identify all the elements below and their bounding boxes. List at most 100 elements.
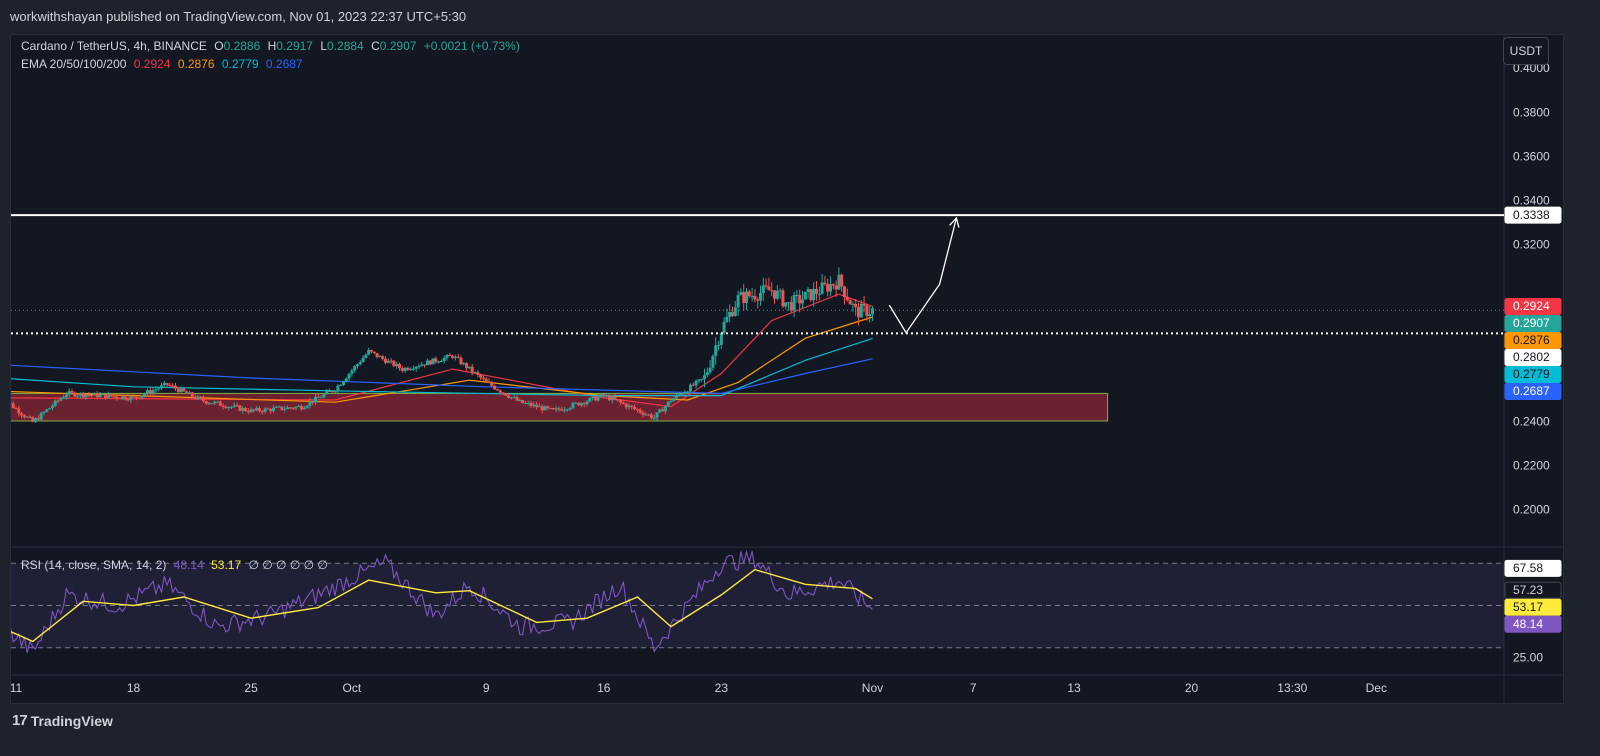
candle-body [837, 274, 841, 290]
close-label: C [371, 39, 380, 53]
candle-body [602, 394, 606, 396]
candle-body [521, 400, 525, 404]
candle-body [658, 409, 662, 413]
candle-body [193, 396, 197, 399]
candle-body [434, 358, 438, 362]
candle-body [384, 358, 387, 363]
candle-body [764, 285, 768, 287]
tradingview-logo[interactable]: 17 TradingView [12, 712, 113, 729]
rsi-badge: 57.23 [1513, 583, 1543, 597]
candle-body [174, 385, 177, 389]
candle-body [165, 383, 169, 385]
candle-body [314, 396, 317, 403]
price-badge: 0.3338 [1513, 208, 1550, 222]
candle-body [207, 403, 211, 405]
candle-body [862, 304, 866, 306]
rsi-legend[interactable]: RSI (14, close, SMA, 14, 2) 48.14 53.17 … [21, 558, 332, 572]
candle-body [274, 406, 278, 408]
candle-body [725, 316, 729, 322]
candle-body [456, 356, 460, 358]
price-badge: 0.2924 [1513, 299, 1550, 313]
candle-body [703, 375, 706, 379]
candle-body [535, 404, 539, 408]
candle-body [840, 274, 844, 287]
candle-body [48, 408, 52, 410]
price-badge-bg [1504, 331, 1562, 349]
candle-body [411, 368, 415, 370]
candle-body [428, 360, 432, 365]
rsi-badge-bg [1504, 559, 1562, 577]
candle-body [378, 356, 382, 358]
candle-body [302, 407, 306, 410]
candle-body [417, 366, 421, 368]
candle-body [218, 401, 222, 406]
time-tick-label: 11 [11, 681, 23, 695]
brand-name: TradingView [30, 712, 113, 729]
candle-body [630, 405, 634, 407]
candle-body [714, 345, 718, 356]
candle-body [305, 405, 309, 408]
candle-body [216, 401, 219, 403]
candle-body [42, 412, 46, 413]
price-badge-bg [1504, 297, 1562, 315]
ema-legend[interactable]: EMA 20/50/100/200 0.2924 0.2876 0.2779 0… [21, 57, 307, 71]
candle-body [806, 289, 810, 292]
published-text: workwithshayan published on TradingView.… [10, 9, 467, 24]
candle-body [420, 364, 424, 367]
candle-body [319, 397, 323, 399]
candle-body [109, 394, 113, 397]
candle-body [64, 394, 68, 398]
candle-body [759, 293, 762, 301]
candle-body [675, 394, 678, 399]
candle-body [213, 401, 217, 404]
candle-body [789, 302, 793, 311]
candle-body [134, 396, 138, 398]
rsi-extra-values: ∅ ∅ ∅ ∅ ∅ ∅ [248, 558, 328, 572]
candle-body [509, 397, 513, 399]
ema-label[interactable]: EMA 20/50/100/200 [21, 57, 127, 71]
candle-body [56, 400, 60, 402]
open-value: 0.2886 [223, 39, 261, 53]
candle-body [339, 384, 343, 386]
candle-body [571, 402, 575, 408]
time-tick-label: 18 [127, 681, 141, 695]
close-value: 0.2907 [379, 39, 417, 53]
candle-body [333, 391, 337, 393]
candle-body [34, 418, 38, 422]
rsi-ma-value: 53.17 [211, 558, 242, 572]
candle-body [787, 302, 790, 304]
price-badge: 0.2687 [1513, 384, 1550, 398]
rsi-label[interactable]: RSI (14, close, SMA, 14, 2) [21, 558, 167, 572]
publish-header: workwithshayan published on TradingView.… [0, 0, 1600, 34]
candle-body [655, 412, 659, 418]
price-badge-bg [1504, 206, 1562, 224]
candle-body [188, 392, 191, 394]
candle-body [70, 391, 74, 393]
candle-body [490, 382, 494, 386]
rsi-tick-label: 25.00 [1513, 650, 1543, 664]
candle-body [585, 401, 589, 405]
symbol-legend[interactable]: Cardano / TetherUS, 4h, BINANCE O0.2886 … [21, 39, 524, 53]
candle-body [854, 303, 858, 308]
chart-frame[interactable]: 0.4000 0.3800 0.3600 0.3400 0.3200 0.2400 0.22… [10, 34, 1564, 704]
candle-body [512, 397, 516, 399]
price-badge: 0.2802 [1513, 350, 1550, 364]
rsi-line [11, 549, 873, 653]
candle-body [705, 372, 709, 376]
price-tick-label: 0.2200 [1513, 458, 1550, 472]
candle-body [14, 408, 18, 409]
candle-body [344, 378, 348, 382]
candle-body [148, 390, 152, 394]
chart-canvas[interactable]: 0.40000.38000.36000.34000.32000.24000.22… [11, 35, 1563, 703]
candle-body [179, 388, 183, 393]
candle-body [812, 288, 816, 301]
symbol-title[interactable]: Cardano / TetherUS, 4h, BINANCE [21, 39, 207, 53]
change-value: +0.0021 (+0.73%) [423, 39, 520, 53]
candle-body [577, 402, 581, 406]
candle-body [778, 290, 782, 292]
time-tick-label: 7 [970, 681, 977, 695]
candle-body [599, 394, 603, 397]
currency-unit-button[interactable]: USDT [1503, 37, 1549, 65]
candle-body [437, 361, 441, 363]
candle-body [400, 368, 404, 371]
